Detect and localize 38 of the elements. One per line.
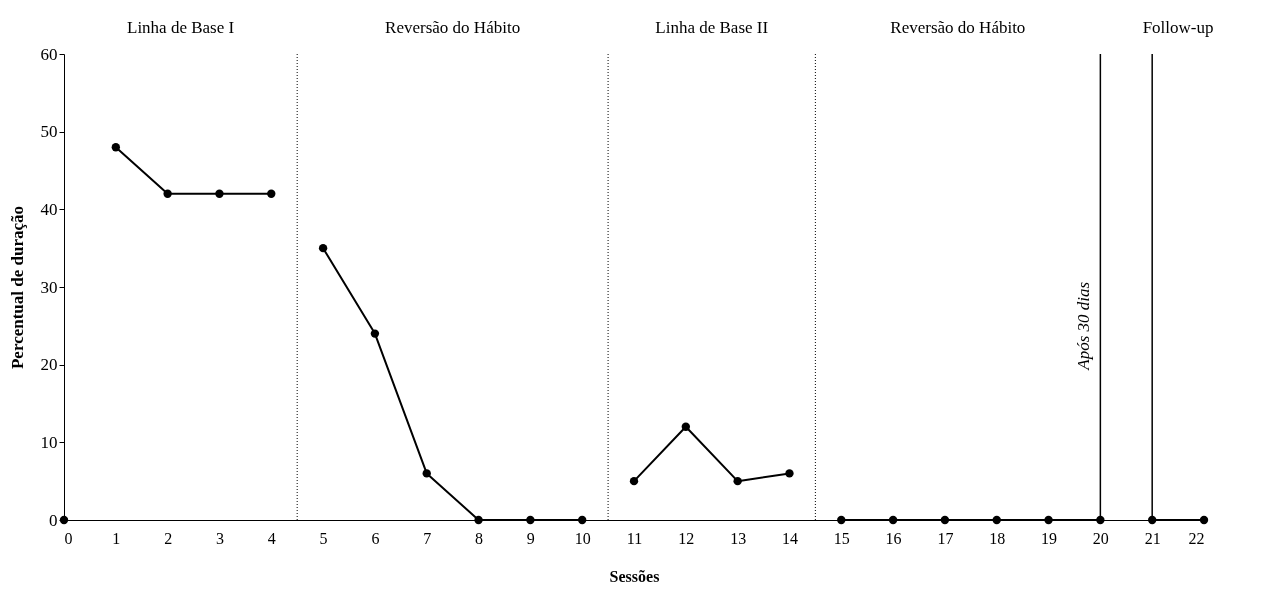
x-tick-label: 18 [989,529,1006,547]
x-tick-label: 13 [730,529,747,547]
y-tick-label: 50 [40,122,58,142]
text: Follow-up [1142,18,1214,37]
x-tick-label: 6 [371,529,380,547]
x-tick-label: 14 [781,529,798,547]
x-tick-label: 19 [1041,529,1058,547]
x-tick-label: 4 [267,529,276,547]
x-tick-label: 7 [423,529,432,547]
x-tick-label: 15 [833,529,850,547]
x-tick-label: 3 [215,529,224,547]
x-tick-label: 16 [885,529,902,547]
text: Reversão do Hábito [890,18,1026,37]
y-tick-label: 0 [49,510,58,530]
x-tick-label: 2 [164,529,173,547]
y-tick-label: 20 [40,355,58,375]
x-tick-label: 10 [574,529,591,547]
x-tick-label: 12 [678,529,695,547]
x-tick-label: 22 [1188,529,1205,547]
x-tick-label: 5 [319,529,328,547]
y-tick-label: 60 [40,44,58,64]
x-tick-label: 0 [64,529,73,547]
y-tick-label: 40 [40,199,58,219]
text: Reversão do Hábito [385,18,521,37]
y-axis-title: Percentual de duração [7,205,27,370]
x-tick-label: 17 [937,529,954,547]
x-tick-label: 9 [526,529,535,547]
y-tick-label: 10 [40,432,58,452]
y-tick-label: 30 [40,277,58,297]
x-tick-label: 21 [1144,529,1161,547]
annotation: Após 30 dias [1074,281,1094,371]
x-tick-label: 20 [1092,529,1109,547]
text: Linha de Base I [127,18,235,37]
x-tick-label: 11 [626,529,643,547]
x-axis-title: Sessões [609,567,660,585]
x-tick-label: 1 [112,529,121,547]
x-tick-label: 8 [475,529,484,547]
text: Linha de Base II [655,18,769,37]
